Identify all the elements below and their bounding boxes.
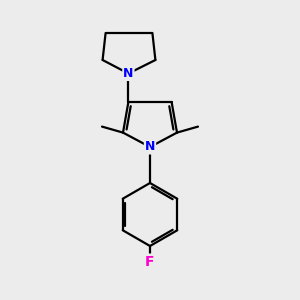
Text: N: N bbox=[145, 140, 155, 154]
Text: F: F bbox=[145, 255, 155, 268]
Text: N: N bbox=[123, 67, 134, 80]
